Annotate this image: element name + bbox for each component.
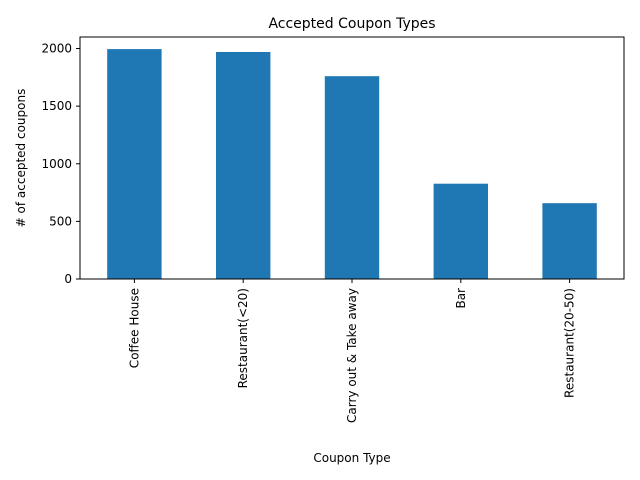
bar-1 (216, 51, 271, 279)
bar-4 (542, 203, 597, 279)
x-tick-label: Restaurant(20-50) (563, 288, 577, 398)
bar-3 (433, 183, 488, 279)
x-tick-label: Carry out & Take away (345, 288, 359, 423)
y-axis-ticks: 0 500 1000 1500 2000 (41, 42, 80, 286)
y-axis-label: # of accepted coupons (14, 89, 28, 228)
x-axis-label: Coupon Type (313, 451, 390, 465)
x-axis-ticks: Coffee House Restaurant(<20) Carry out & T… (127, 279, 577, 423)
y-tick-label: 1000 (41, 157, 72, 171)
chart-title: Accepted Coupon Types (268, 16, 435, 32)
bar-2 (324, 76, 380, 279)
y-tick-label: 0 (64, 272, 72, 286)
x-tick-label: Restaurant(<20) (236, 288, 250, 388)
y-tick-label: 1500 (41, 99, 72, 113)
x-tick-label: Coffee House (127, 288, 141, 368)
plot-frame (79, 36, 625, 280)
bars-group (107, 49, 597, 279)
bar-0 (107, 49, 162, 279)
y-tick-label: 2000 (41, 42, 72, 56)
y-tick-label: 500 (49, 214, 72, 228)
x-tick-label: Bar (454, 288, 468, 309)
